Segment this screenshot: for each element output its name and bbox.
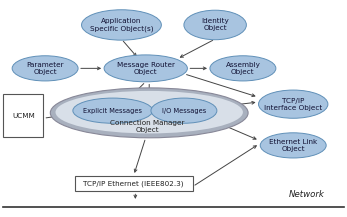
Ellipse shape (151, 98, 217, 123)
Ellipse shape (260, 133, 326, 158)
Text: Ethernet Link
Object: Ethernet Link Object (269, 139, 318, 152)
Text: Connection Manager
Object: Connection Manager Object (110, 120, 185, 133)
Text: Explicit Messages: Explicit Messages (83, 108, 142, 114)
Text: UCMM: UCMM (12, 113, 35, 118)
Ellipse shape (50, 88, 248, 138)
Ellipse shape (82, 10, 161, 40)
Ellipse shape (104, 55, 187, 82)
Text: Application
Specific Object(s): Application Specific Object(s) (90, 18, 153, 32)
Text: TCP/IP
Interface Object: TCP/IP Interface Object (264, 98, 322, 111)
Text: Parameter
Object: Parameter Object (26, 62, 64, 75)
Text: TCP/IP Ethernet (IEEE802.3): TCP/IP Ethernet (IEEE802.3) (83, 180, 184, 187)
Text: Identity
Object: Identity Object (201, 18, 229, 31)
FancyBboxPatch shape (3, 94, 43, 137)
Ellipse shape (12, 56, 78, 81)
Ellipse shape (259, 90, 328, 118)
Ellipse shape (184, 10, 246, 40)
Text: Assembly
Object: Assembly Object (226, 62, 260, 75)
Text: Network: Network (289, 190, 325, 199)
FancyBboxPatch shape (75, 176, 193, 191)
Text: Message Router
Object: Message Router Object (117, 62, 175, 75)
Text: I/O Messages: I/O Messages (162, 108, 206, 114)
Ellipse shape (73, 98, 153, 123)
Ellipse shape (56, 91, 243, 133)
Ellipse shape (210, 56, 276, 81)
